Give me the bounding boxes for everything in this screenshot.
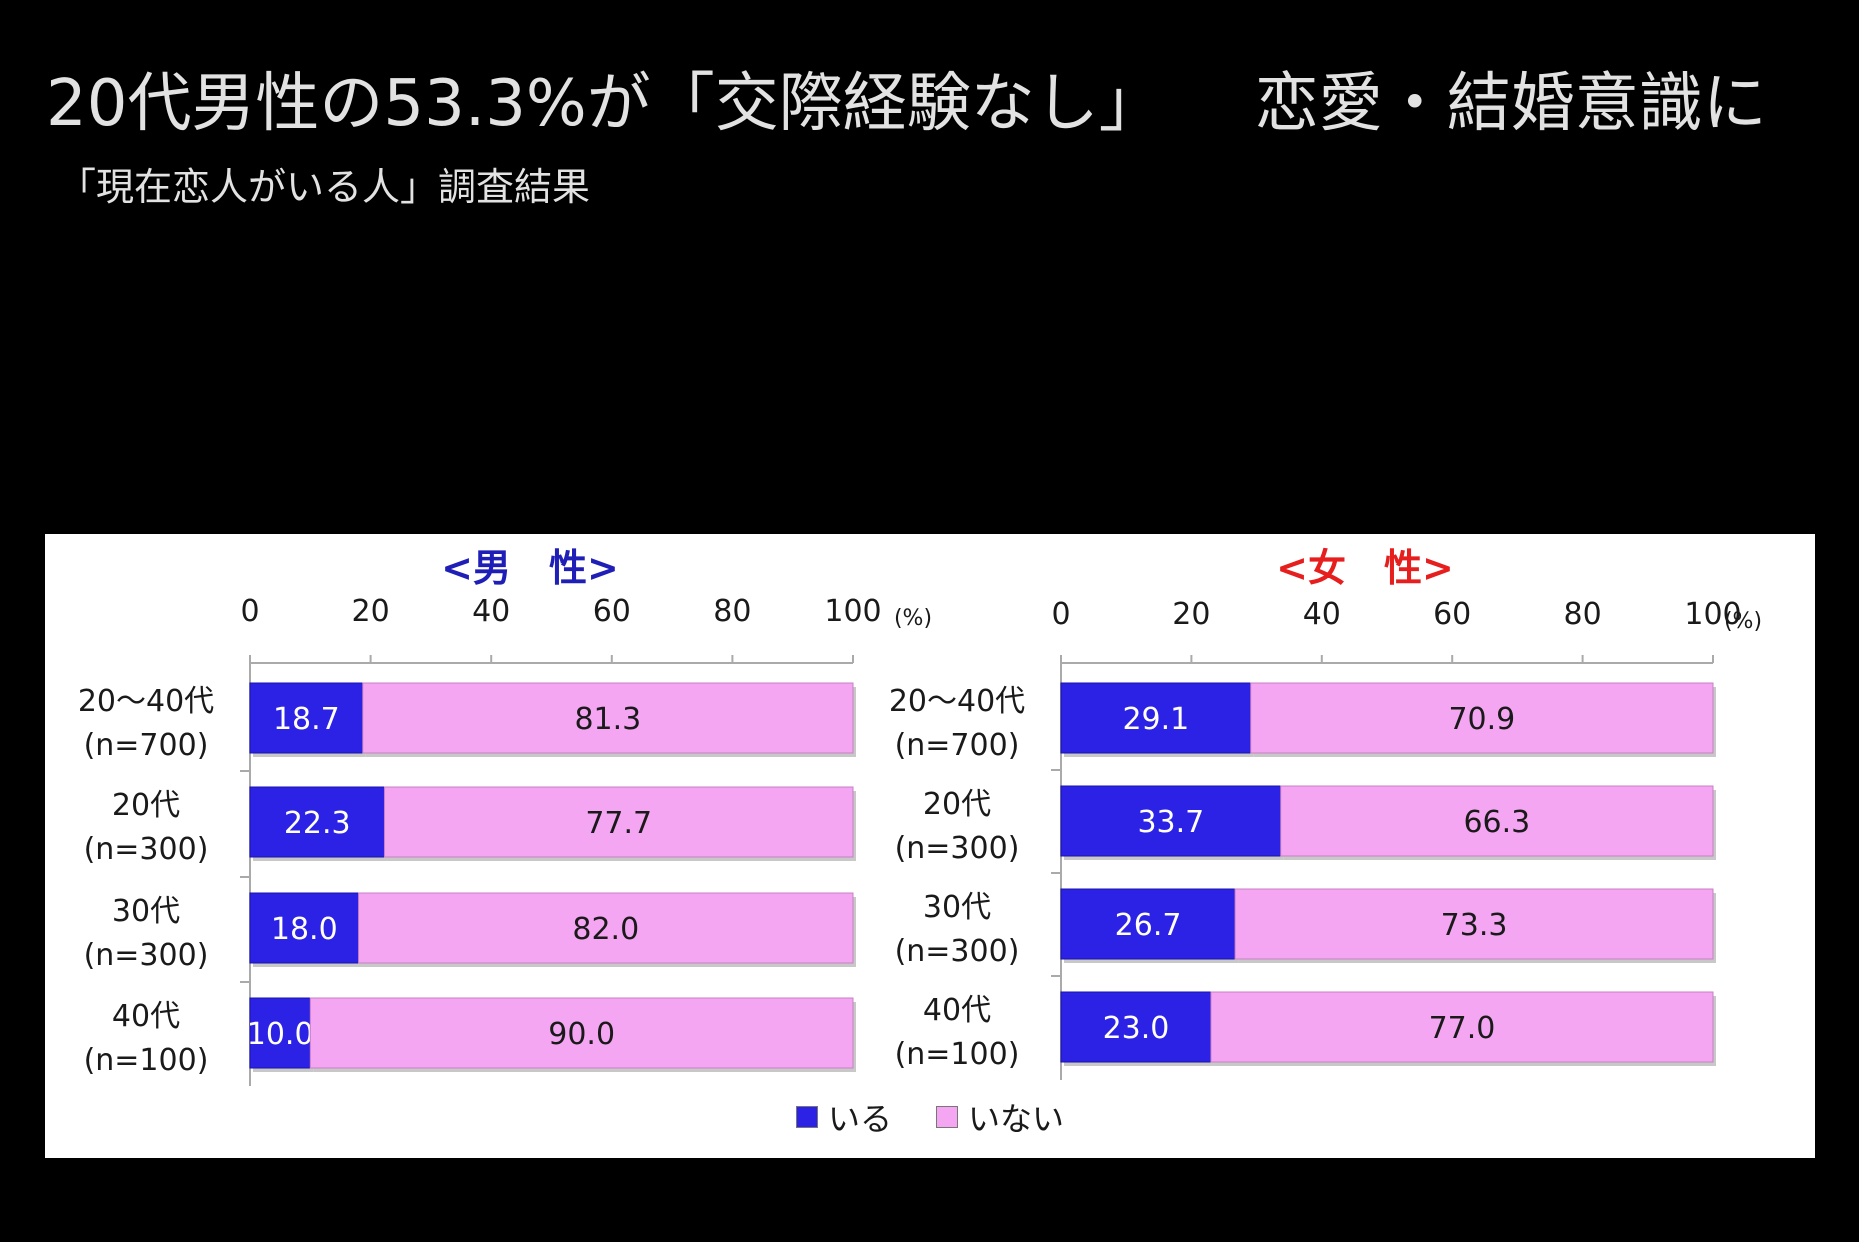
male-x-tick-label: 40: [472, 594, 510, 629]
male-category-sublabel: (n=700): [84, 728, 209, 763]
male-unit-label: (%): [894, 606, 932, 631]
male-x-tick-label: 0: [240, 594, 259, 629]
male-category-label: 20〜40代: [78, 684, 214, 719]
male-data-label-no: 90.0: [548, 1017, 615, 1052]
female-category-label: 30代: [923, 890, 991, 925]
female-category-label: 20〜40代: [889, 684, 1025, 719]
male-bar-yes: [249, 682, 364, 754]
female-data-label-no: 73.3: [1441, 908, 1508, 943]
female-x-tick-label: 0: [1051, 597, 1070, 632]
male-data-label-yes: 18.0: [271, 912, 338, 947]
female-x-tick-label: 100: [1684, 597, 1741, 632]
female-x-tick-label: 40: [1303, 597, 1341, 632]
female-category-label: 40代: [923, 993, 991, 1028]
female-data-label-yes: 26.7: [1115, 908, 1182, 943]
male-bar-no: [362, 682, 854, 754]
female-x-tick-label: 20: [1172, 597, 1210, 632]
chart-panel: <男 性> 0 20 40 60 80 100 (%) 20〜40代 (n=700) 18.7 81.…: [45, 534, 1815, 1158]
female-data-label-no: 66.3: [1463, 805, 1530, 840]
female-bar-no: [1280, 785, 1714, 857]
chart-legend: いる いない: [45, 1094, 1815, 1140]
male-x-tick-label: 100: [824, 594, 881, 629]
female-bar-no: [1250, 682, 1714, 754]
female-category-sublabel: (n=100): [895, 1037, 1020, 1072]
chart-canvas: <男 性>0 20 40 60 80 100 (%)20〜40代(n=700)18.7 81.…: [78, 546, 1762, 1086]
female-bar-yes: [1060, 785, 1282, 857]
male-data-label-no: 81.3: [574, 702, 641, 737]
male-category-sublabel: (n=300): [84, 832, 209, 867]
male-data-label-yes: 18.7: [273, 702, 340, 737]
male-bar-no: [358, 892, 854, 964]
headline-tail: 恋愛・結婚意識に: [1254, 67, 1767, 141]
female-data-label-yes: 23.0: [1103, 1011, 1170, 1046]
male-category-label: 30代: [112, 894, 180, 929]
male-bar-yes: [249, 786, 385, 858]
male-category-label: 20代: [112, 788, 180, 823]
male-chart-title: <男 性>: [441, 546, 619, 590]
male-x-tick-label: 80: [713, 594, 751, 629]
female-x-tick-label: 80: [1564, 597, 1602, 632]
male-bar-no: [383, 786, 854, 858]
headline-main: 20代男性の53.3%が「交際経験なし」: [46, 67, 1163, 141]
male-x-tick-label: 20: [352, 594, 390, 629]
male-category-sublabel: (n=100): [84, 1043, 209, 1078]
female-bar-no: [1210, 991, 1714, 1063]
female-chart-title: <女 性>: [1276, 546, 1454, 590]
female-category-sublabel: (n=700): [895, 728, 1020, 763]
male-data-label-yes: 22.3: [284, 806, 351, 841]
female-bar-yes: [1060, 682, 1252, 754]
male-category-label: 40代: [112, 999, 180, 1034]
female-category-sublabel: (n=300): [895, 934, 1020, 969]
female-category-label: 20代: [923, 787, 991, 822]
female-data-label-yes: 29.1: [1122, 702, 1189, 737]
legend-label-no: いない: [968, 1100, 1065, 1138]
legend-label-yes: いる: [827, 1100, 892, 1138]
female-data-label-no: 70.9: [1448, 702, 1515, 737]
female-data-label-yes: 33.7: [1137, 805, 1204, 840]
male-data-label-yes: 10.0: [247, 1017, 314, 1052]
female-bar-yes: [1060, 991, 1212, 1063]
female-x-tick-label: 60: [1433, 597, 1471, 632]
headline: 20代男性の53.3%が「交際経験なし」 恋愛・結婚意識に: [46, 52, 1767, 144]
female-data-label-no: 77.0: [1429, 1011, 1496, 1046]
legend-swatch-yes: [795, 1106, 818, 1128]
male-x-tick-label: 60: [593, 594, 631, 629]
legend-item-no: いない: [936, 1094, 1064, 1140]
female-bar-yes: [1060, 888, 1236, 960]
male-bar-no: [309, 997, 854, 1069]
male-category-sublabel: (n=300): [84, 938, 209, 973]
legend-swatch-no: [936, 1106, 958, 1128]
male-bar-yes: [249, 997, 311, 1069]
chart-subtitle: 「現在恋人がいる人」調査結果: [58, 165, 591, 209]
female-unit-label: (%): [1724, 609, 1762, 634]
female-category-sublabel: (n=300): [895, 831, 1020, 866]
male-data-label-no: 77.7: [585, 806, 652, 841]
female-bar-no: [1234, 888, 1714, 960]
legend-item-yes: いる: [795, 1094, 892, 1140]
male-data-label-no: 82.0: [572, 912, 639, 947]
